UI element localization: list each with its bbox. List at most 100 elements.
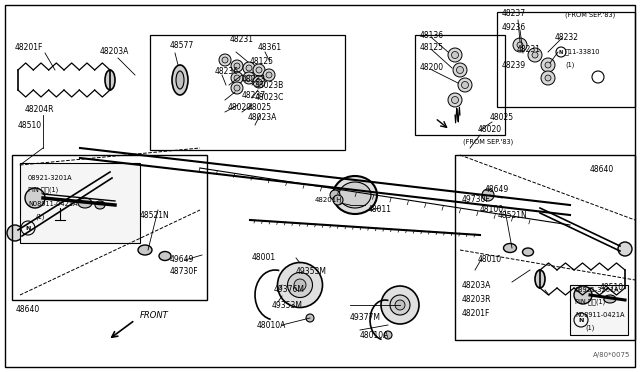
Ellipse shape [21,232,35,241]
Text: 48023B: 48023B [255,80,284,90]
Circle shape [528,48,542,62]
Ellipse shape [333,176,377,214]
Ellipse shape [105,70,115,90]
Bar [570,285,628,335]
Text: (FROM SEP.'83): (FROM SEP.'83) [565,12,615,18]
Ellipse shape [384,331,392,339]
Circle shape [266,72,272,78]
Text: 08921-3201A: 08921-3201A [28,175,72,181]
Circle shape [517,42,523,48]
Text: 48203A: 48203A [462,280,492,289]
Text: 48361: 48361 [258,42,282,51]
Text: 48023A: 48023A [248,113,277,122]
Text: 49376M: 49376M [274,285,305,295]
Text: 48201H: 48201H [314,197,342,203]
Circle shape [458,78,472,92]
Text: 48203A: 48203A [100,48,129,57]
Text: 49730F: 49730F [462,196,491,205]
Ellipse shape [278,263,323,308]
Circle shape [451,51,458,58]
Circle shape [513,38,527,52]
Text: 48025: 48025 [490,113,514,122]
Text: N: N [559,49,563,55]
Circle shape [482,189,494,201]
Circle shape [461,81,468,89]
Circle shape [256,67,262,73]
Text: 48730F: 48730F [170,267,198,276]
Text: (1): (1) [35,214,44,220]
Text: 48125: 48125 [420,42,444,51]
Text: PIN ピン(1): PIN ピン(1) [28,187,58,193]
Text: 48010A: 48010A [360,330,389,340]
Circle shape [448,48,462,62]
Ellipse shape [339,182,371,208]
Text: 48236: 48236 [215,67,239,77]
Circle shape [25,188,45,208]
Text: 48510: 48510 [600,283,624,292]
Circle shape [451,96,458,103]
Circle shape [231,82,243,94]
Text: 49649: 49649 [170,256,195,264]
Text: 48237: 48237 [502,10,526,19]
Circle shape [253,76,265,88]
Text: 48200: 48200 [420,64,444,73]
Text: 48001: 48001 [252,253,276,263]
Text: A/80*0075: A/80*0075 [593,352,630,358]
Circle shape [243,72,255,84]
Text: N08911-0421A: N08911-0421A [575,312,625,318]
Circle shape [263,69,275,81]
Circle shape [574,286,592,304]
Circle shape [256,79,262,85]
Circle shape [448,93,462,107]
Text: 48010: 48010 [478,256,502,264]
Bar [415,35,505,135]
Text: 48640: 48640 [590,166,614,174]
Text: 48577: 48577 [170,41,195,49]
Ellipse shape [138,245,152,255]
Text: 11-33810: 11-33810 [565,49,600,55]
Text: 49353M: 49353M [272,301,303,310]
Text: 48231: 48231 [230,35,254,45]
Text: 48020: 48020 [228,103,252,112]
Text: N: N [26,225,31,231]
Circle shape [231,72,243,84]
Text: 48201F: 48201F [15,44,44,52]
Ellipse shape [604,295,616,303]
Bar [20,163,140,243]
Text: 08921-3201A: 08921-3201A [575,287,620,293]
Text: 48237: 48237 [242,90,266,99]
Circle shape [541,71,555,85]
Ellipse shape [535,270,545,288]
Circle shape [243,62,255,74]
Ellipse shape [159,251,171,260]
Text: 48239: 48239 [502,61,526,70]
Text: PIN ピン(1): PIN ピン(1) [575,299,605,305]
Circle shape [234,63,240,69]
Bar [497,12,635,107]
Ellipse shape [522,248,534,256]
Text: 48231: 48231 [517,45,541,55]
Text: (1): (1) [585,325,595,331]
Ellipse shape [176,71,184,89]
Text: 48233: 48233 [242,76,266,84]
Text: (1): (1) [565,62,574,68]
Circle shape [545,62,551,68]
Circle shape [246,65,252,71]
Bar [455,155,635,340]
Circle shape [253,64,265,76]
Text: 48025: 48025 [248,103,272,112]
Text: N: N [579,317,584,323]
Text: 48020: 48020 [478,125,502,135]
Text: 48100: 48100 [480,205,504,215]
Text: 48201F: 48201F [462,308,490,317]
Ellipse shape [306,314,314,322]
Text: 48649: 48649 [485,186,509,195]
Text: FRONT: FRONT [140,311,169,320]
Text: 49353M: 49353M [296,267,327,276]
Circle shape [222,57,228,63]
Circle shape [453,63,467,77]
Text: 48136: 48136 [420,31,444,39]
Ellipse shape [390,295,410,315]
Ellipse shape [287,273,312,298]
Circle shape [234,85,240,91]
